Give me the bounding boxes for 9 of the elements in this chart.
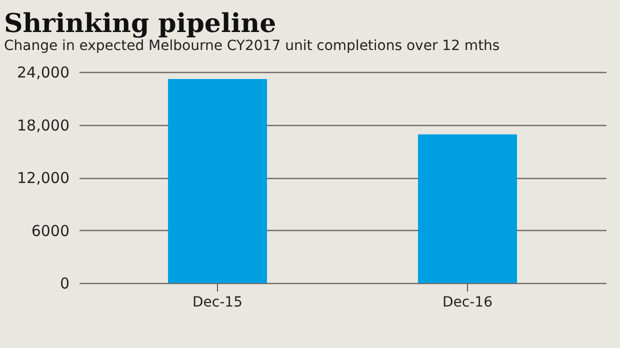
y-tick-label: 6000 — [31, 222, 70, 240]
x-tick-label: Dec-15 — [192, 294, 242, 310]
y-tick-label: 24,000 — [17, 64, 70, 82]
chart-title: Shrinking pipeline — [4, 9, 276, 39]
x-tick-label: Dec-16 — [442, 294, 493, 310]
y-tick-label: 18,000 — [17, 116, 70, 134]
y-tick-label: 0 — [60, 274, 70, 292]
y-tick-label: 12,000 — [17, 169, 70, 187]
chart-subtitle: Change in expected Melbourne CY2017 unit completions over 12 mths — [4, 38, 500, 54]
